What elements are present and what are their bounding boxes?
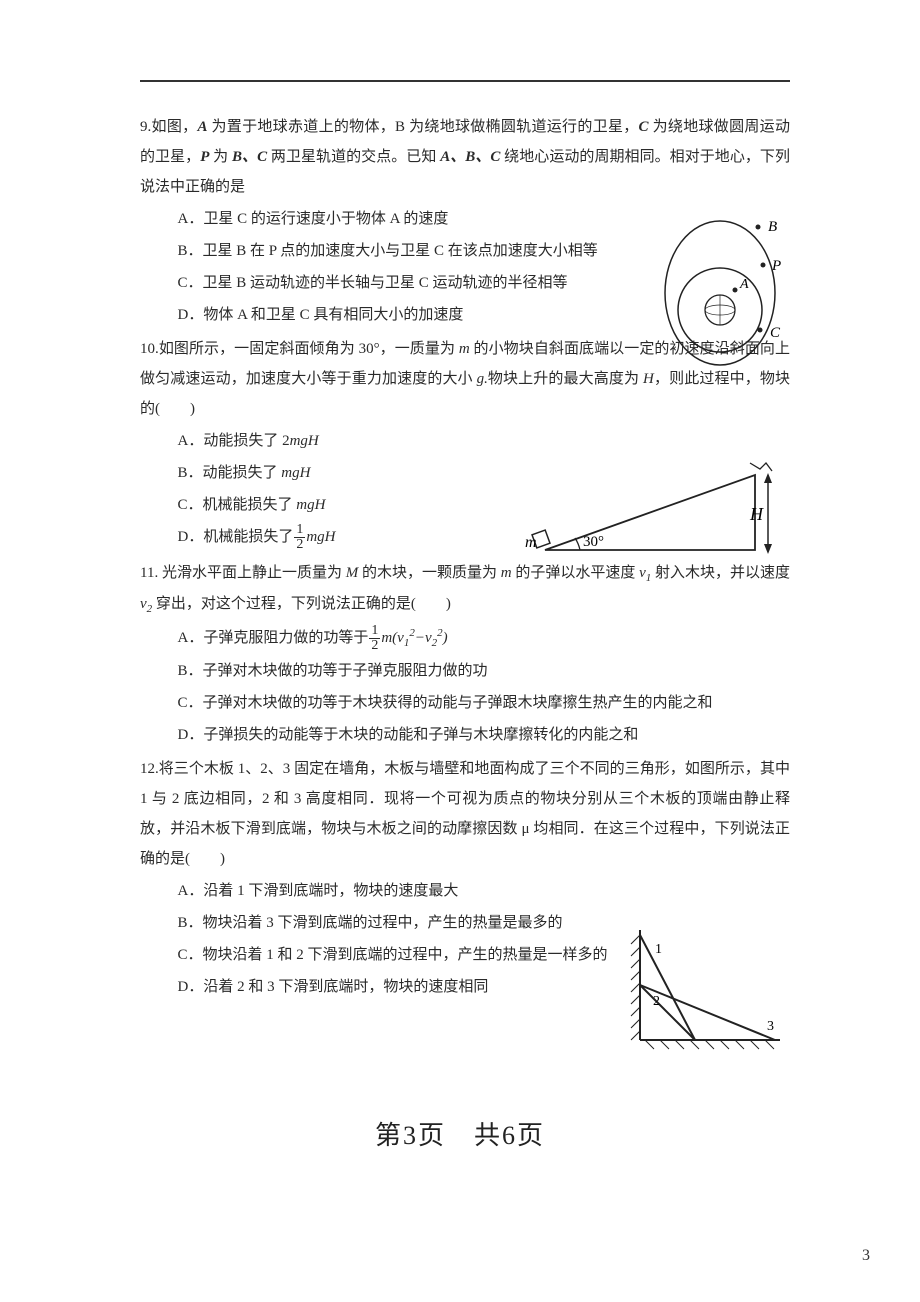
m: m bbox=[501, 565, 512, 581]
figA: A bbox=[739, 277, 749, 292]
t: 为置于地球赤道上的物体，B 为绕地球做椭圆轨道运行的卫星， bbox=[207, 119, 638, 135]
t: m(v bbox=[381, 630, 404, 646]
t: 物块上升的最大高度为 bbox=[488, 371, 643, 387]
v: v bbox=[140, 596, 147, 612]
page-number: 3 bbox=[862, 1240, 870, 1272]
t: 的木块，一颗质量为 bbox=[358, 565, 501, 581]
frac-half: 12 bbox=[294, 523, 305, 552]
minus: − bbox=[415, 630, 425, 646]
q12-optA: A．沿着 1 下滑到底端时，物块的速度最大 bbox=[178, 876, 791, 906]
den: 2 bbox=[294, 538, 305, 552]
q11-stem: 11. 光滑水平面上静止一质量为 M 的木块，一颗质量为 m 的子弹以水平速度 … bbox=[140, 558, 790, 620]
q11-options: A．子弹克服阻力做的功等于12m(v12−v22) B．子弹对木块做的功等于子弹… bbox=[140, 622, 790, 750]
l3: 3 bbox=[767, 1019, 774, 1034]
v1: v1 bbox=[639, 565, 651, 581]
angle: 30° bbox=[583, 534, 604, 550]
t: 穿出，对这个过程，下列说法正确的是( ) bbox=[152, 596, 451, 612]
q10-optA: A．动能损失了 2mgH bbox=[178, 426, 791, 456]
t: ) bbox=[443, 630, 448, 646]
t: mgH bbox=[290, 433, 319, 449]
t: B．动能损失了 bbox=[178, 465, 282, 481]
footer-handwritten: 第3页 共6页 bbox=[0, 1110, 920, 1162]
l1: 1 bbox=[655, 942, 662, 957]
l2: 2 bbox=[653, 994, 660, 1009]
lblA: A bbox=[197, 119, 207, 135]
t: A．动能损失了 2 bbox=[178, 433, 290, 449]
q10-figure: 30° m H bbox=[525, 455, 780, 565]
t: 11. 光滑水平面上静止一质量为 bbox=[140, 565, 346, 581]
top-rule bbox=[140, 80, 790, 82]
m: m bbox=[525, 534, 537, 551]
q9-figure: B P A C bbox=[650, 215, 800, 370]
t: D．机械能损失了 bbox=[178, 529, 294, 545]
figC: C bbox=[770, 325, 781, 341]
lblC: C bbox=[639, 119, 649, 135]
H: H bbox=[643, 371, 654, 387]
lblABC: A、B、C bbox=[440, 149, 500, 165]
frac-half: 12 bbox=[369, 624, 380, 653]
t: 的子弹以水平速度 bbox=[512, 565, 640, 581]
den: 2 bbox=[369, 639, 380, 653]
q11-optA: A．子弹克服阻力做的功等于12m(v12−v22) bbox=[178, 622, 791, 654]
q12-stem: 12.将三个木板 1、2、3 固定在墙角，木板与墙壁和地面构成了三个不同的三角形… bbox=[140, 754, 790, 874]
t: A．子弹克服阻力做的功等于 bbox=[178, 630, 369, 646]
q11-optD: D．子弹损失的动能等于木块的动能和子弹与木块摩擦转化的内能之和 bbox=[178, 720, 791, 750]
t: 射入木块，并以速度 bbox=[651, 565, 790, 581]
figP: P bbox=[771, 258, 781, 274]
m: m bbox=[459, 341, 470, 357]
expr: m(v12−v22) bbox=[381, 630, 447, 646]
num: 1 bbox=[294, 523, 305, 538]
exam-page: 9.如图，A 为置于地球赤道上的物体，B 为绕地球做椭圆轨道运行的卫星，C 为绕… bbox=[0, 0, 920, 1302]
lblP: P bbox=[200, 149, 209, 165]
t: mgH bbox=[306, 529, 335, 545]
t: C．机械能损失了 bbox=[178, 497, 297, 513]
t: 为 bbox=[209, 149, 232, 165]
q11-optC: C．子弹对木块做的功等于木块获得的动能与子弹跟木块摩擦生热产生的内能之和 bbox=[178, 688, 791, 718]
g: g. bbox=[477, 371, 488, 387]
t: 9.如图， bbox=[140, 119, 197, 135]
q11-optB: B．子弹对木块做的功等于子弹克服阻力做的功 bbox=[178, 656, 791, 686]
t: 两卫星轨道的交点。已知 bbox=[267, 149, 440, 165]
M: M bbox=[346, 565, 359, 581]
H: H bbox=[749, 504, 764, 524]
v: v bbox=[639, 565, 646, 581]
t: mgH bbox=[296, 497, 325, 513]
q12-figure: 1 2 3 bbox=[625, 925, 785, 1055]
figB: B bbox=[768, 219, 777, 235]
v2: v2 bbox=[140, 596, 152, 612]
num: 1 bbox=[369, 624, 380, 639]
lblBC: B、C bbox=[232, 149, 267, 165]
t: 10.如图所示，一固定斜面倾角为 30°，一质量为 bbox=[140, 341, 459, 357]
t: mgH bbox=[281, 465, 310, 481]
q9-stem: 9.如图，A 为置于地球赤道上的物体，B 为绕地球做椭圆轨道运行的卫星，C 为绕… bbox=[140, 112, 790, 202]
